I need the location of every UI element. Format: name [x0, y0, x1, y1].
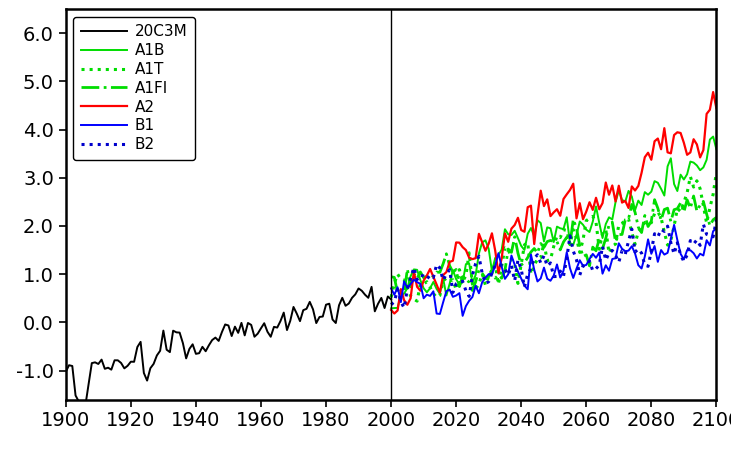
Legend: 20C3M, A1B, A1T, A1FI, A2, B1, B2: 20C3M, A1B, A1T, A1FI, A2, B1, B2 [73, 17, 195, 160]
